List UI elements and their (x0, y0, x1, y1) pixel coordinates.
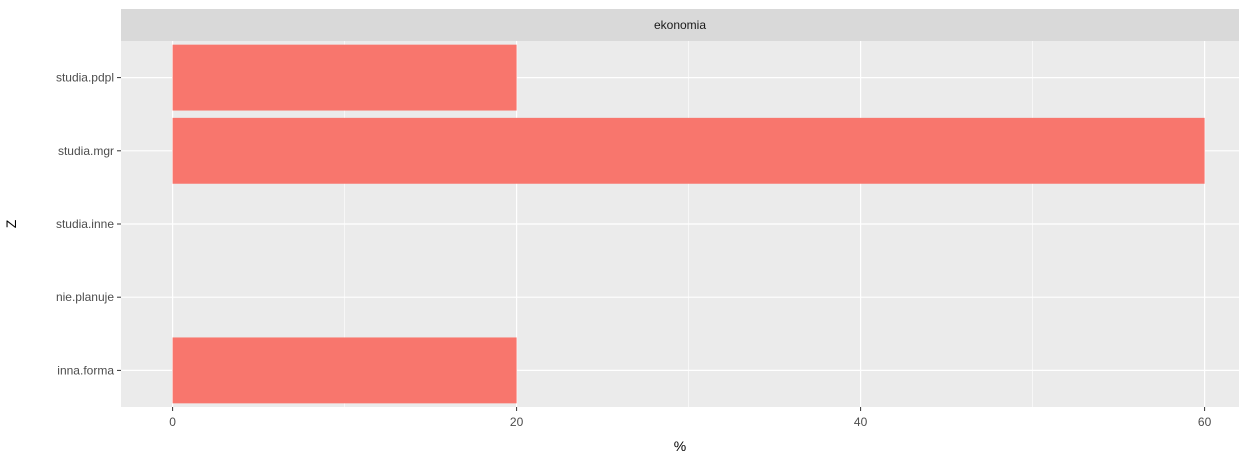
x-axis: 0 20 40 60 (169, 407, 1212, 429)
bar-studia-pdpl (172, 44, 517, 111)
x-tick-label: 20 (510, 415, 524, 429)
y-axis: studia.pdpl studia.mgr studia.inne nie.plan… (56, 71, 121, 377)
facet-strip-label: ekonomia (654, 18, 706, 32)
x-axis-title: % (674, 438, 686, 454)
y-tick-label: inna.forma (57, 363, 114, 377)
x-tick-label: 40 (854, 415, 868, 429)
y-tick-label: studia.inne (56, 217, 114, 231)
bar-studia-mgr (172, 117, 1205, 184)
bar-inna-forma (172, 337, 517, 404)
x-tick-label: 0 (169, 415, 176, 429)
strip-background (121, 9, 1239, 41)
bars (172, 44, 1205, 404)
y-tick-label: studia.pdpl (56, 71, 114, 85)
y-tick-label: nie.planuje (56, 290, 114, 304)
y-tick-label: studia.mgr (58, 144, 114, 158)
y-axis-title: Z (3, 219, 19, 228)
x-tick-label: 60 (1198, 415, 1212, 429)
